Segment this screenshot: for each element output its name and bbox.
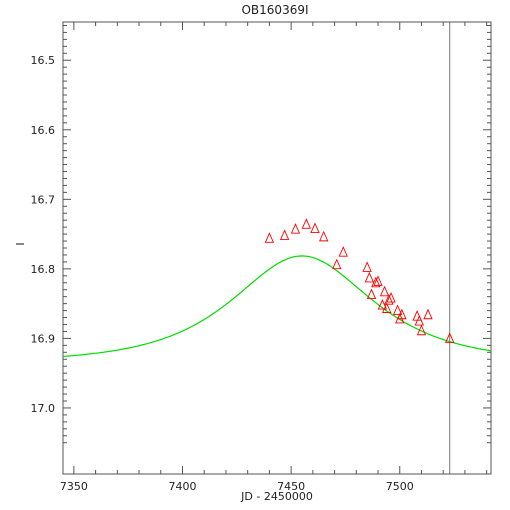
plot-frame: [62, 21, 492, 475]
x-tick-label: 7500: [386, 480, 414, 493]
y-tick-label: 16.9: [31, 332, 56, 345]
data-point: [392, 304, 403, 316]
data-point: [338, 246, 348, 257]
data-point: [379, 285, 390, 297]
data-point: [412, 310, 422, 321]
y-axis-label: I: [14, 242, 27, 245]
data-point: [264, 232, 275, 243]
data-point: [397, 308, 407, 320]
data-point: [279, 229, 290, 240]
y-tick-label: 16.5: [31, 54, 56, 67]
data-point: [364, 271, 375, 283]
axis-ticks: [63, 22, 491, 474]
data-point: [386, 291, 396, 303]
data-point: [319, 230, 329, 242]
data-point: [366, 288, 377, 300]
x-tick-label: 7450: [277, 480, 305, 493]
x-tick-label: 7350: [60, 480, 88, 493]
data-point: [332, 258, 342, 270]
y-tick-label: 16.8: [31, 263, 56, 276]
model-curve: [63, 255, 491, 357]
y-tick-label: 16.6: [31, 124, 56, 137]
y-tick-label: 16.7: [31, 193, 56, 206]
x-axis-label: JD - 2450000: [240, 490, 313, 503]
data-point: [384, 294, 394, 305]
x-tick-label: 7400: [168, 480, 196, 493]
data-point: [445, 332, 455, 343]
data-point: [362, 261, 372, 272]
tick-labels: 7350 7400 7450 7500 16.5 16.6 16.7 16.8 16.9 17.0: [31, 54, 414, 493]
y-tick-label: 17.0: [31, 402, 56, 415]
data-point: [301, 218, 312, 229]
data-point: [416, 324, 427, 336]
data-point: [371, 276, 381, 288]
data-point: [423, 308, 433, 320]
data-point: [310, 222, 320, 233]
data-point: [373, 275, 383, 286]
chart-title: OB160369I: [241, 3, 308, 17]
plot-area: [63, 22, 491, 474]
data-point: [382, 302, 392, 313]
data-point: [414, 314, 424, 326]
data-point: [290, 223, 301, 234]
